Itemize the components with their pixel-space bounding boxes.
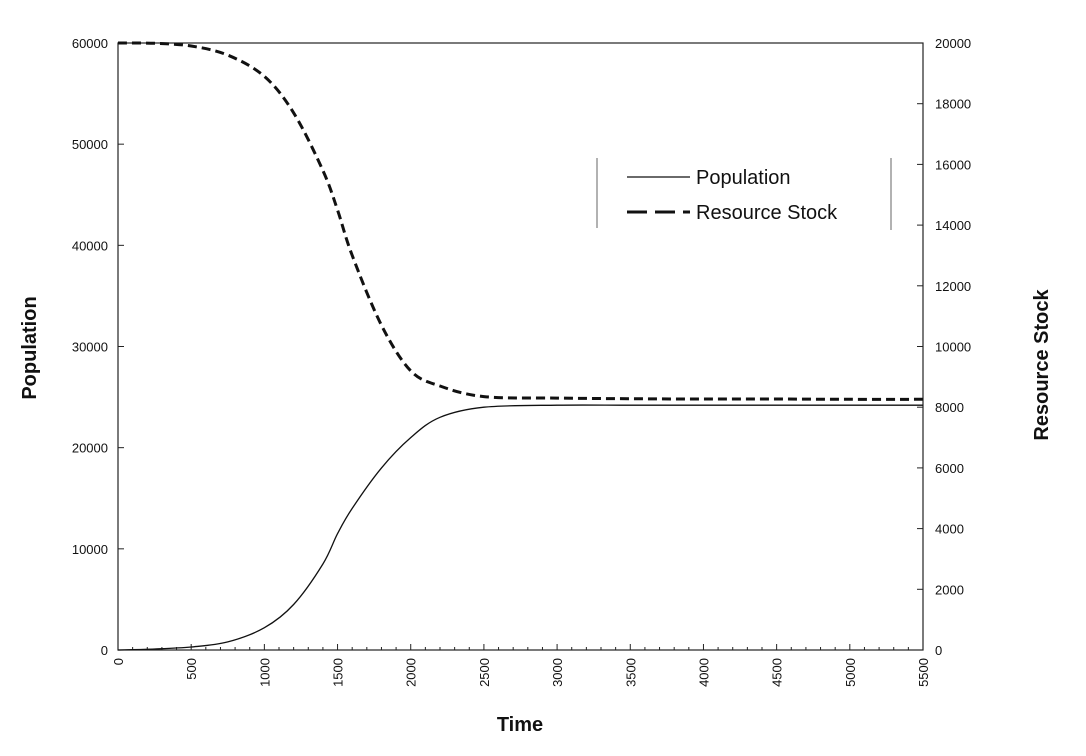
y-axis-title: Population [19, 296, 41, 399]
x-tick-label: 1500 [331, 658, 346, 687]
x-axis-title: Time [497, 714, 543, 736]
x-tick-label: 5000 [843, 658, 858, 687]
y2-tick-label: 8000 [935, 400, 964, 415]
series-layer [117, 41, 924, 651]
x-tick-label: 2000 [404, 658, 419, 687]
y-tick-label: 60000 [72, 36, 108, 51]
y2-tick-label: 18000 [935, 97, 971, 112]
y-tick-label: 0 [101, 643, 108, 658]
x-tick-label: 4500 [770, 658, 785, 687]
y-tick-label: 50000 [72, 137, 108, 152]
legend: Population Resource Stock [596, 158, 892, 230]
resource-stock-line [117, 41, 924, 401]
x-tick-label: 4000 [696, 658, 711, 687]
y-tick-label: 10000 [72, 542, 108, 557]
y2-tick-label: 6000 [935, 461, 964, 476]
y2-tick-label: 2000 [935, 582, 964, 597]
plot-frame [117, 42, 924, 651]
y-tick-label: 30000 [72, 340, 108, 355]
y2-tick-label: 14000 [935, 218, 971, 233]
legend-population-label: Population [696, 167, 791, 189]
y-tick-label: 20000 [72, 441, 108, 456]
y2-tick-label: 0 [935, 643, 942, 658]
y2-tick-label: 16000 [935, 157, 971, 172]
x-tick-label: 3500 [623, 658, 638, 687]
x-tick-label: 500 [184, 658, 199, 680]
y2-tick-label: 10000 [935, 340, 971, 355]
x-tick-label: 2500 [477, 658, 492, 687]
y2-axis-title: Resource Stock [1031, 289, 1053, 441]
tick-layer: 0 500 1000 1500 2000 2500 3000 3500 4000 4500 5000… [72, 36, 971, 687]
x-tick-label: 1000 [257, 658, 272, 687]
x-tick-label: 0 [111, 658, 126, 665]
population-line [117, 404, 923, 651]
legend-resource-label: Resource Stock [696, 202, 838, 224]
y2-tick-label: 12000 [935, 279, 971, 294]
x-tick-label: 3000 [550, 658, 565, 687]
y2-tick-label: 4000 [935, 522, 964, 537]
x-tick-label: 5500 [916, 658, 931, 687]
y-tick-label: 40000 [72, 238, 108, 253]
y2-tick-label: 20000 [935, 36, 971, 51]
